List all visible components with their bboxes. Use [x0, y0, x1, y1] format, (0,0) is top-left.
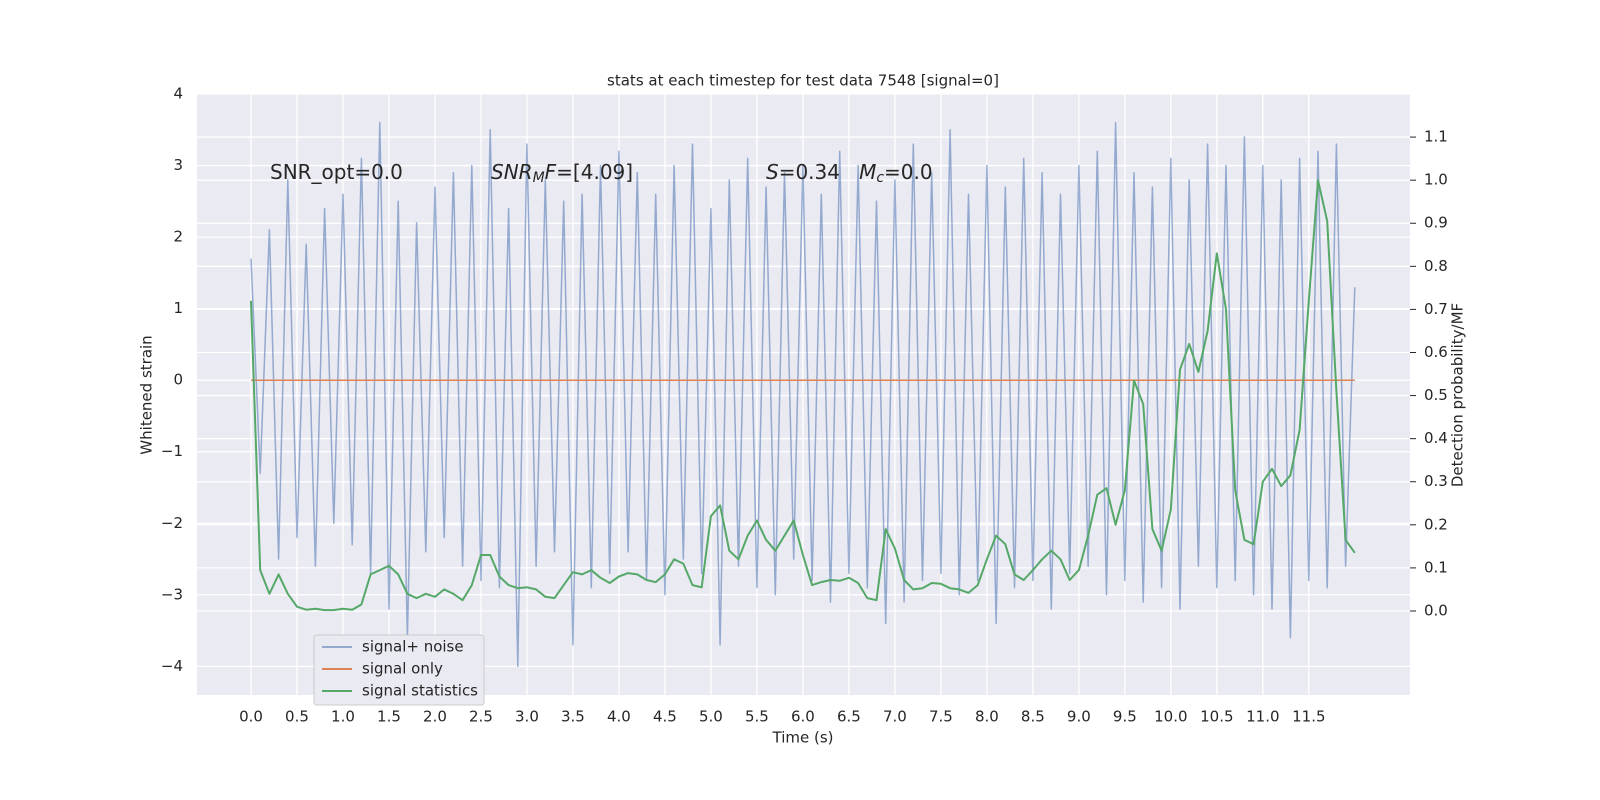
legend-label: signal+ noise — [362, 638, 464, 656]
x-tick-label: 7.5 — [929, 708, 953, 726]
x-tick-label: 11.0 — [1246, 708, 1279, 726]
y2-axis-label: Detection probability/MF — [1449, 303, 1467, 487]
x-tick-label: 0.5 — [285, 708, 309, 726]
y-tick-label: 3 — [173, 156, 183, 174]
annotation-part: =[4.09] — [556, 160, 633, 184]
y2-tick-label: 0.5 — [1424, 386, 1448, 404]
y-tick-label: 0 — [173, 371, 183, 389]
y2-tick-label: 0.4 — [1424, 429, 1448, 447]
annotation-part: M — [533, 170, 545, 186]
y2-tick-label: 0.1 — [1424, 558, 1448, 576]
y-tick-label: −3 — [161, 585, 183, 603]
x-tick-label: 9.0 — [1067, 708, 1091, 726]
x-tick-label: 0.0 — [239, 708, 263, 726]
annotation-part: =0.0 — [884, 160, 933, 184]
annotation-part: S — [766, 160, 779, 184]
legend-label: signal only — [362, 660, 443, 678]
x-tick-label: 10.0 — [1154, 708, 1187, 726]
y2-tick-label: 0.9 — [1424, 214, 1448, 232]
x-tick-label: 11.5 — [1292, 708, 1325, 726]
x-tick-label: 6.5 — [837, 708, 861, 726]
x-tick-label: 3.0 — [515, 708, 539, 726]
x-tick-label: 3.5 — [561, 708, 585, 726]
chart-title: stats at each timestep for test data 754… — [607, 72, 999, 90]
x-tick-label: 8.0 — [975, 708, 999, 726]
annotation: SNR_opt=0.0 — [270, 160, 403, 184]
y-tick-label: 1 — [173, 299, 183, 317]
series-line — [250, 179, 1356, 612]
annotation-part: c — [876, 170, 884, 186]
x-tick-label: 4.0 — [607, 708, 631, 726]
annotation-part: SNR_opt=0.0 — [270, 160, 403, 184]
y2-tick-label: 0.2 — [1424, 515, 1448, 533]
y-tick-label: 2 — [173, 228, 183, 246]
y-tick-label: −1 — [161, 442, 183, 460]
x-tick-label: 10.5 — [1200, 708, 1233, 726]
annotation-part: F — [545, 160, 557, 184]
y-tick-label: 4 — [173, 85, 183, 103]
y2-tick-label: 0.8 — [1424, 257, 1448, 275]
legend-label: signal statistics — [362, 682, 478, 700]
x-tick-label: 1.5 — [377, 708, 401, 726]
annotation: SNRMF=[4.09] — [491, 160, 633, 187]
annotation-part: =0.34 — [779, 160, 859, 184]
x-tick-label: 8.5 — [1021, 708, 1045, 726]
y2-tick-label: 1.0 — [1424, 171, 1448, 189]
x-tick-label: 1.0 — [331, 708, 355, 726]
x-tick-label: 6.0 — [791, 708, 815, 726]
y-tick-label: −2 — [161, 514, 183, 532]
series-line — [250, 121, 1356, 668]
x-tick-label: 2.0 — [423, 708, 447, 726]
y2-tick-label: 0.6 — [1424, 343, 1448, 361]
x-tick-label: 5.5 — [745, 708, 769, 726]
y2-tick-label: 0.3 — [1424, 472, 1448, 490]
annotation: S=0.34 Mc=0.0 — [766, 160, 933, 187]
y2-tick-label: 1.1 — [1424, 128, 1448, 146]
x-tick-label: 9.5 — [1113, 708, 1137, 726]
x-axis-label: Time (s) — [772, 729, 834, 747]
x-tick-label: 2.5 — [469, 708, 493, 726]
annotation-part: SNR — [491, 160, 533, 184]
y-tick-label: −4 — [161, 657, 183, 675]
annotation-part: M — [859, 160, 876, 184]
legend: signal+ noise signal only signal statistic… — [313, 634, 485, 706]
y2-tick-label: 0.7 — [1424, 300, 1448, 318]
y2-tick-label: 0.0 — [1424, 601, 1448, 619]
x-tick-label: 5.0 — [699, 708, 723, 726]
legend-frame — [313, 634, 485, 706]
y-axis-label: Whitened strain — [138, 335, 156, 454]
x-tick-label: 4.5 — [653, 708, 677, 726]
x-tick-label: 7.0 — [883, 708, 907, 726]
